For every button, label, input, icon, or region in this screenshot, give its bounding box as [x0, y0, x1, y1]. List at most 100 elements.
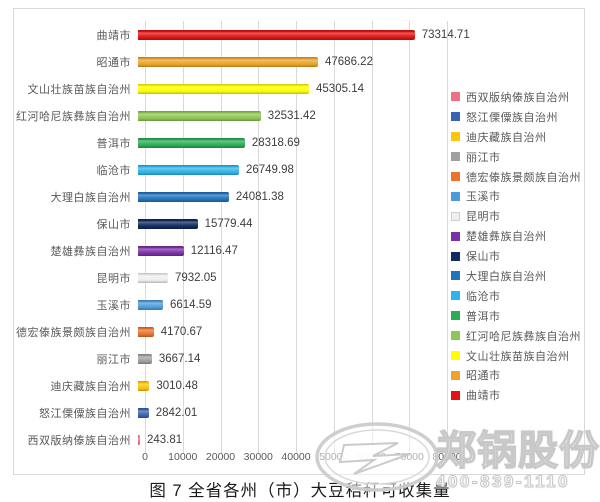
legend-swatch-icon — [451, 211, 460, 221]
category-label: 红河哈尼族彝族自治州 — [16, 110, 131, 123]
legend-label: 文山壮族苗族自治州 — [466, 350, 570, 363]
category-label: 西双版纳傣族自治州 — [27, 434, 131, 447]
bar-track: 26749.98 — [138, 164, 584, 176]
bar-track: 3010.48 — [138, 380, 584, 392]
bar-row: 普洱市 28318.69 — [14, 129, 584, 156]
legend-item: 丽江市 — [451, 147, 581, 167]
bar — [138, 110, 261, 121]
legend-swatch-icon — [451, 152, 460, 162]
legend-label: 怒江傈僳族自治州 — [466, 111, 558, 124]
legend-swatch-icon — [451, 331, 460, 341]
bar-track: 6614.59 — [138, 299, 584, 311]
bar-track: 2842.01 — [138, 407, 584, 419]
bar-row: 怒江傈僳族自治州 2842.01 — [14, 399, 584, 426]
bar-row: 保山市 15779.44 — [14, 210, 584, 237]
figure-caption-row: 图 7 全省各州（市）大豆秸秆可收集量 — [0, 477, 600, 501]
legend-label: 大理白族自治州 — [466, 270, 547, 283]
value-label: 15779.44 — [204, 217, 253, 230]
legend-item: 西双版纳傣族自治州 — [451, 87, 581, 107]
x-axis: 0 10000 20000 30000 40000 50000 60000 70000 8000… — [142, 451, 462, 465]
x-tick-label: 80000 — [432, 451, 462, 463]
category-label: 临沧市 — [96, 164, 131, 177]
bar — [138, 29, 415, 40]
value-label: 12116.47 — [190, 244, 238, 257]
value-label: 7932.05 — [174, 271, 217, 284]
legend-label: 临沧市 — [466, 290, 501, 303]
legend-label: 西双版纳傣族自治州 — [466, 91, 570, 104]
bar-row: 昆明市 7932.05 — [14, 264, 584, 291]
category-label: 楚雄彝族自治州 — [50, 245, 131, 258]
bar-row: 临沧市 26749.98 — [14, 156, 584, 183]
chart-gridlines — [145, 21, 448, 453]
value-label: 32531.42 — [267, 109, 316, 122]
value-label: 243.81 — [147, 433, 183, 446]
bar — [138, 326, 154, 337]
bar-row: 曲靖市 73314.71 — [14, 21, 584, 48]
bar — [138, 353, 152, 364]
legend-label: 红河哈尼族彝族自治州 — [466, 330, 581, 343]
bar-track: 7932.05 — [138, 272, 584, 284]
bar-track: 73314.71 — [138, 29, 584, 41]
bar — [138, 137, 245, 148]
legend-label: 昆明市 — [466, 211, 501, 224]
category-label: 丽江市 — [96, 353, 131, 366]
legend-label: 曲靖市 — [466, 390, 501, 403]
category-label: 怒江傈僳族自治州 — [39, 407, 131, 420]
legend-label: 丽江市 — [466, 151, 501, 164]
legend-swatch-icon — [451, 132, 460, 142]
value-label: 6614.59 — [169, 298, 212, 311]
legend-item: 保山市 — [451, 246, 581, 266]
value-label: 3667.14 — [158, 352, 201, 365]
value-label: 28318.69 — [251, 136, 300, 149]
bar-row: 红河哈尼族彝族自治州 32531.42 — [14, 102, 584, 129]
bar-track: 15779.44 — [138, 218, 584, 230]
bar — [138, 164, 239, 175]
legend-swatch-icon — [451, 370, 460, 380]
chart-bars-area: 曲靖市 73314.71 昭通市 47686.22 文山壮族苗族自治州 45305.14 红… — [14, 21, 584, 453]
value-label: 26749.98 — [245, 163, 294, 176]
legend-item: 昭通市 — [451, 365, 581, 385]
bar-row: 昭通市 47686.22 — [14, 48, 584, 75]
bar — [138, 434, 140, 445]
gridline — [220, 21, 222, 453]
category-label: 迪庆藏族自治州 — [50, 380, 131, 393]
bar-row: 迪庆藏族自治州 3010.48 — [14, 372, 584, 399]
bar — [138, 191, 229, 202]
gridline — [409, 21, 411, 453]
legend-swatch-icon — [451, 231, 460, 241]
legend-swatch-icon — [451, 251, 460, 261]
category-label: 文山壮族苗族自治州 — [27, 83, 131, 96]
bar-track: 24081.38 — [138, 191, 584, 203]
bar-row: 德宏傣族景颇族自治州 4170.67 — [14, 318, 584, 345]
x-tick-label: 30000 — [243, 451, 273, 463]
category-label: 昆明市 — [96, 272, 131, 285]
gridline — [371, 21, 373, 453]
legend-label: 普洱市 — [466, 310, 501, 323]
bar-row: 西双版纳傣族自治州 243.81 — [14, 426, 584, 453]
legend-label: 保山市 — [466, 251, 501, 264]
legend-item: 临沧市 — [451, 286, 581, 306]
bar-track: 32531.42 — [138, 110, 584, 122]
x-tick-label: 20000 — [205, 451, 236, 463]
bar-track: 47686.22 — [138, 56, 584, 68]
legend-item: 玉溪市 — [451, 186, 581, 206]
value-label: 24081.38 — [235, 190, 284, 203]
bar-track: 3667.14 — [138, 353, 584, 365]
legend-swatch-icon — [451, 390, 460, 400]
legend-item: 怒江傈僳族自治州 — [451, 107, 581, 127]
gridline — [447, 21, 448, 453]
legend-swatch-icon — [451, 271, 460, 281]
legend-item: 迪庆藏族自治州 — [451, 127, 581, 147]
chart-legend: 西双版纳傣族自治州 怒江傈僳族自治州迪庆藏族自治州丽江市德宏傣族景颇族自治州玉溪市… — [451, 87, 581, 405]
bar — [138, 83, 310, 94]
legend-swatch-icon — [451, 191, 460, 201]
value-label: 45305.14 — [316, 82, 364, 95]
category-label: 保山市 — [96, 218, 131, 231]
category-label: 玉溪市 — [96, 299, 131, 312]
gridline — [296, 21, 297, 453]
value-label: 73314.71 — [421, 28, 470, 41]
legend-label: 德宏傣族景颇族自治州 — [466, 171, 581, 184]
legend-swatch-icon — [451, 172, 460, 181]
legend-swatch-icon — [451, 92, 460, 102]
value-label: 4170.67 — [160, 325, 203, 338]
